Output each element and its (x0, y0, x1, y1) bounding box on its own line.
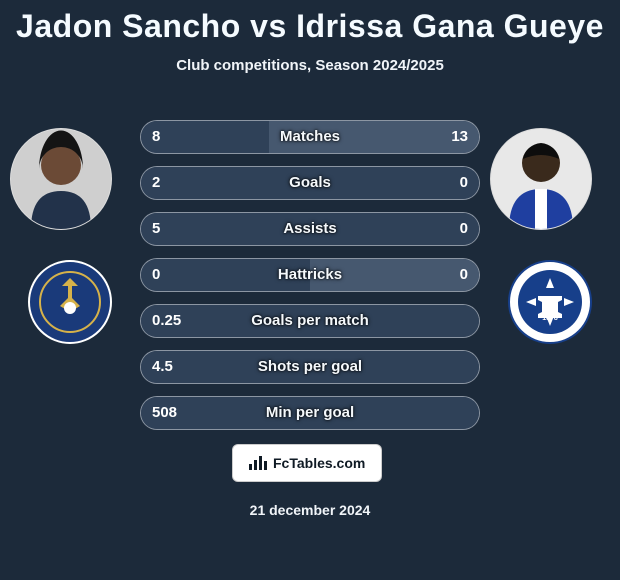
chart-icon (249, 456, 267, 470)
page-title: Jadon Sancho vs Idrissa Gana Gueye (0, 0, 620, 45)
stat-bar (140, 212, 480, 246)
date-text: 21 december 2024 (0, 502, 620, 518)
player-left-avatar (10, 128, 112, 230)
subtitle: Club competitions, Season 2024/2025 (0, 57, 620, 74)
stat-bar (140, 258, 480, 292)
stat-value-left: 508 (152, 396, 177, 430)
stat-bar (140, 350, 480, 384)
svg-text:1878: 1878 (542, 315, 558, 322)
stat-value-left: 4.5 (152, 350, 173, 384)
club-left-crest (28, 260, 112, 344)
stat-row: 508Min per goal (140, 396, 480, 430)
stat-row: 813Matches (140, 120, 480, 154)
stats-container: 813Matches20Goals50Assists00Hattricks0.2… (140, 120, 480, 442)
stat-row: 0.25Goals per match (140, 304, 480, 338)
stat-value-left: 2 (152, 166, 160, 200)
stat-bar (140, 120, 480, 154)
stat-row: 50Assists (140, 212, 480, 246)
stat-row: 20Goals (140, 166, 480, 200)
stat-row: 00Hattricks (140, 258, 480, 292)
player-right-avatar (490, 128, 592, 230)
brand-badge: FcTables.com (232, 444, 382, 482)
stat-value-right: 0 (460, 166, 468, 200)
stat-value-right: 0 (460, 212, 468, 246)
person-icon (11, 129, 111, 229)
stat-value-left: 0 (152, 258, 160, 292)
club-right-crest: 1878 (508, 260, 592, 344)
stat-value-right: 13 (451, 120, 468, 154)
crest-icon (28, 260, 112, 344)
stat-value-left: 5 (152, 212, 160, 246)
stat-row: 4.5Shots per goal (140, 350, 480, 384)
stat-value-left: 8 (152, 120, 160, 154)
stat-bar (140, 166, 480, 200)
stat-bar (140, 396, 480, 430)
brand-text: FcTables.com (273, 455, 365, 471)
stat-value-right: 0 (460, 258, 468, 292)
stat-value-left: 0.25 (152, 304, 181, 338)
person-icon (491, 129, 591, 229)
stat-bar (140, 304, 480, 338)
crest-icon: 1878 (508, 260, 592, 344)
